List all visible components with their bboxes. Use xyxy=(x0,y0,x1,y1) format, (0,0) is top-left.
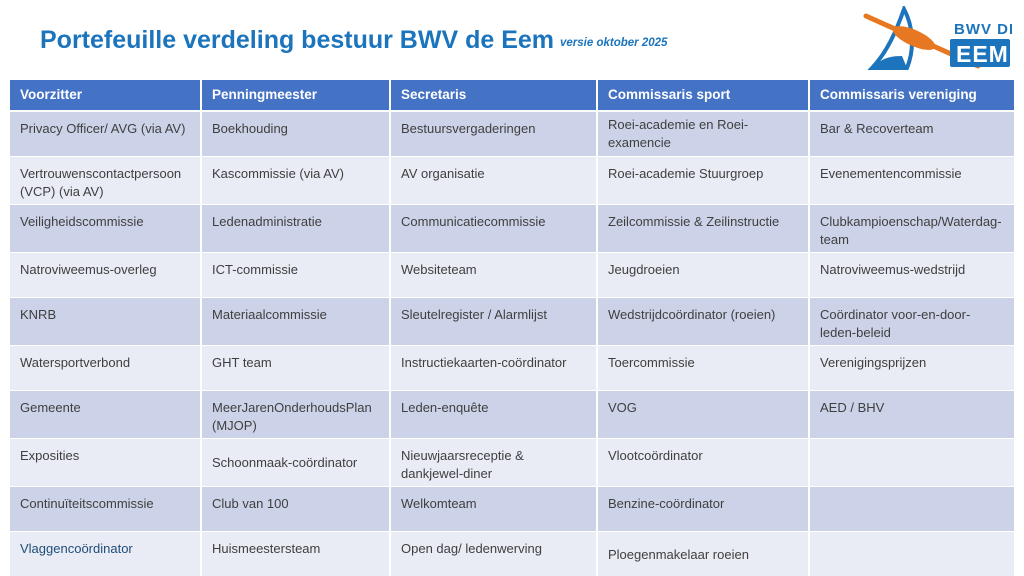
bwv-de-eem-logo: BWV DE EEM xyxy=(863,6,1012,70)
table-cell: Huismeestersteam xyxy=(202,532,391,576)
table-cell: Exposities xyxy=(10,439,202,488)
table-cell: Instructiekaarten-coördinator xyxy=(391,346,598,392)
table-cell: Veiligheidscommissie xyxy=(10,205,202,254)
table-cell: Nieuwjaarsreceptie & dankjewel-diner xyxy=(391,439,598,488)
logo-line1: BWV DE xyxy=(954,21,1012,38)
table-cell: Leden-enquête xyxy=(391,391,598,440)
table-cell: Bestuursvergaderingen xyxy=(391,112,598,157)
table-cell: Bar & Recoverteam xyxy=(810,112,1014,157)
table-cell: AED / BHV xyxy=(810,391,1014,440)
oar-blade xyxy=(892,26,936,50)
table-cell: Welkomteam xyxy=(391,487,598,533)
slide-header: Portefeuille verdeling bestuur BWV de Ee… xyxy=(0,0,1024,78)
table-cell: Continuïteitscommissie xyxy=(10,487,202,533)
table-cell: Materiaalcommissie xyxy=(202,298,391,347)
table-row: Watersportverbond GHT team Instructiekaa… xyxy=(10,346,1014,392)
table-cell: Zeilcommissie & Zeilinstructie xyxy=(598,205,810,254)
table-row: Continuïteitscommissie Club van 100 Welk… xyxy=(10,487,1014,533)
table-cell: Sleutelregister / Alarmlijst xyxy=(391,298,598,347)
table-cell xyxy=(810,487,1014,533)
table-cell: MeerJarenOnderhoudsPlan (MJOP) xyxy=(202,391,391,440)
table-cell: Coördinator voor-en-door-leden-beleid xyxy=(810,298,1014,347)
table-cell: Kascommissie (via AV) xyxy=(202,157,391,206)
portfolio-table: Voorzitter Penningmeester Secretaris Com… xyxy=(10,80,1014,576)
column-header-voorzitter: Voorzitter xyxy=(10,80,202,112)
table-cell: Gemeente xyxy=(10,391,202,440)
page-title: Portefeuille verdeling bestuur BWV de Ee… xyxy=(40,26,667,55)
table-cell: Verenigingsprijzen xyxy=(810,346,1014,392)
table-cell: Vertrouwenscontactpersoon (VCP) (via AV) xyxy=(10,157,202,206)
table-cell: Ledenadministratie xyxy=(202,205,391,254)
table-row: Exposities Schoonmaak-coördinator Nieuwj… xyxy=(10,439,1014,488)
table-row: KNRB Materiaalcommissie Sleutelregister … xyxy=(10,298,1014,347)
table-row: Gemeente MeerJarenOnderhoudsPlan (MJOP) … xyxy=(10,391,1014,440)
table-cell: ICT-commissie xyxy=(202,253,391,299)
page-title-text: Portefeuille verdeling bestuur BWV de Ee… xyxy=(40,26,555,54)
table-cell-vlaggencoordinator: Vlaggencoördinator xyxy=(10,532,202,576)
table-cell: Schoonmaak-coördinator xyxy=(202,439,391,488)
table-cell: Jeugdroeien xyxy=(598,253,810,299)
table-cell: Watersportverbond xyxy=(10,346,202,392)
table-cell: Boekhouding xyxy=(202,112,391,157)
table-cell: Toercommissie xyxy=(598,346,810,392)
column-header-commissaris-vereniging: Commissaris vereniging xyxy=(810,80,1014,112)
version-label: versie oktober 2025 xyxy=(560,37,668,49)
logo-line2: EEM xyxy=(956,41,1009,67)
table-row: Vlaggencoördinator Huismeestersteam Open… xyxy=(10,532,1014,576)
table-cell: Natroviweemus-overleg xyxy=(10,253,202,299)
table-cell: KNRB xyxy=(10,298,202,347)
table-cell: Evenementencommissie xyxy=(810,157,1014,206)
table-cell: Ploegenmakelaar roeien xyxy=(598,532,810,576)
table-row: Natroviweemus-overleg ICT-commissie Webs… xyxy=(10,253,1014,299)
column-header-penningmeester: Penningmeester xyxy=(202,80,391,112)
table-cell: Clubkampioenschap/Waterdag-team xyxy=(810,205,1014,254)
table-row: Privacy Officer/ AVG (via AV) Boekhoudin… xyxy=(10,112,1014,157)
table-cell: VOG xyxy=(598,391,810,440)
table-cell: Roei-academie Stuurgroep xyxy=(598,157,810,206)
table-cell: Open dag/ ledenwerving xyxy=(391,532,598,576)
table-cell: Wedstrijdcoördinator (roeien) xyxy=(598,298,810,347)
table-cell: Natroviweemus-wedstrijd xyxy=(810,253,1014,299)
column-header-secretaris: Secretaris xyxy=(391,80,598,112)
table-cell xyxy=(810,439,1014,488)
table-cell: Benzine-coördinator xyxy=(598,487,810,533)
table-cell: Privacy Officer/ AVG (via AV) xyxy=(10,112,202,157)
sail-foot xyxy=(872,56,907,68)
table-cell: GHT team xyxy=(202,346,391,392)
table-header-row: Voorzitter Penningmeester Secretaris Com… xyxy=(10,80,1014,112)
table-row: Vertrouwenscontactpersoon (VCP) (via AV)… xyxy=(10,157,1014,206)
table-cell xyxy=(810,532,1014,576)
table-cell: Club van 100 xyxy=(202,487,391,533)
table-cell: AV organisatie xyxy=(391,157,598,206)
logo-box xyxy=(950,39,1010,67)
table-cell: Roei-academie en Roei-examencie xyxy=(598,112,810,157)
table-cell: Websiteteam xyxy=(391,253,598,299)
table-row: Veiligheidscommissie Ledenadministratie … xyxy=(10,205,1014,254)
table-cell: Vlootcoördinator xyxy=(598,439,810,488)
column-header-commissaris-sport: Commissaris sport xyxy=(598,80,810,112)
table-cell: Communicatiecommissie xyxy=(391,205,598,254)
